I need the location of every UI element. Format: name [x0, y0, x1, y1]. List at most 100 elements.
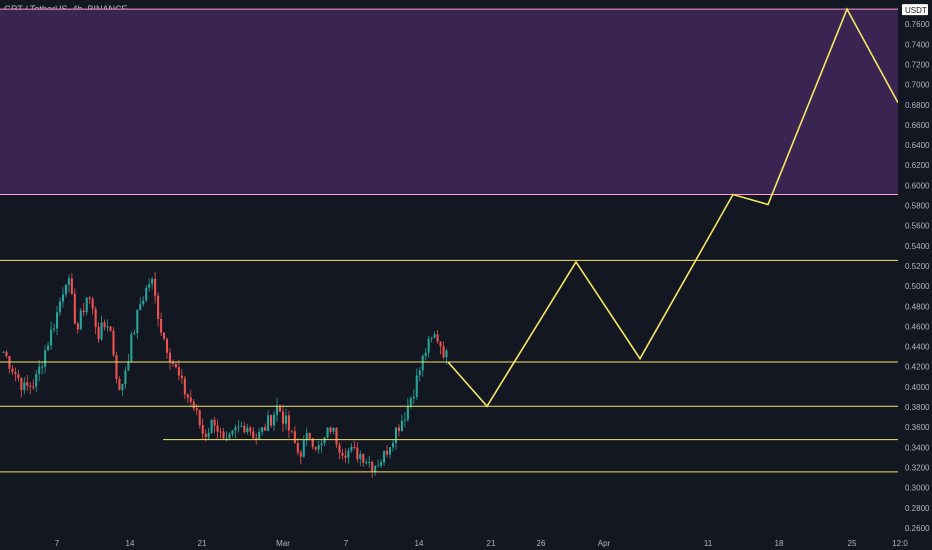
projection-path — [447, 7, 899, 408]
candle-down — [20, 378, 23, 391]
candle-down — [192, 401, 195, 409]
candle-up — [409, 398, 412, 406]
candle-down — [341, 452, 344, 456]
candle-up — [106, 326, 109, 328]
candle-down — [344, 455, 347, 458]
candle-up — [145, 287, 148, 301]
candle-down — [371, 462, 374, 472]
candle-up — [391, 443, 395, 448]
candle-down — [353, 446, 356, 448]
candle-down — [91, 298, 94, 309]
candle-up — [418, 370, 421, 376]
candle-up — [374, 465, 377, 472]
price-tick-label: 0.5600 — [905, 222, 930, 231]
candle-up — [246, 427, 249, 433]
candle-down — [338, 444, 341, 453]
candle-down — [308, 432, 311, 439]
price-tick-label: 0.2600 — [905, 524, 930, 533]
candle-up — [445, 350, 448, 358]
candle-down — [362, 454, 365, 463]
candle-down — [180, 375, 183, 379]
candle-up — [332, 427, 335, 432]
candle-up — [240, 425, 243, 427]
price-tick-label: 0.6000 — [905, 181, 930, 190]
candle-up — [430, 337, 433, 339]
candle-up — [377, 465, 380, 467]
candle-up — [394, 427, 398, 444]
candle-up — [380, 462, 383, 466]
candle-down — [287, 415, 290, 431]
candle-up — [400, 420, 403, 432]
candle-up — [234, 427, 237, 431]
price-tick-label: 0.4400 — [905, 343, 930, 352]
candle-down — [177, 367, 180, 376]
candle-down — [94, 308, 97, 327]
price-tick-label: 0.5000 — [905, 282, 930, 291]
price-tick-label: 0.2800 — [905, 504, 930, 513]
candle-down — [278, 405, 282, 412]
price-tick-label: 0.3200 — [905, 463, 930, 472]
candle-down — [222, 431, 225, 439]
candle-down — [329, 427, 332, 432]
time-tick-label: 14 — [415, 539, 424, 548]
candle-up — [85, 297, 88, 313]
candle-up — [317, 445, 320, 450]
candle-up — [326, 427, 329, 438]
time-tick-label: 26 — [537, 539, 546, 548]
candle-down — [290, 430, 293, 432]
candle-down — [204, 433, 207, 438]
candle-up — [58, 301, 62, 313]
candle-down — [109, 326, 112, 331]
candle-down — [118, 379, 121, 391]
candle-up — [67, 278, 70, 285]
candle-down — [157, 295, 160, 320]
candle-down — [115, 355, 118, 380]
candle-up — [61, 294, 64, 302]
candle-up — [275, 405, 279, 415]
candle-up — [347, 450, 350, 458]
candle-down — [201, 425, 204, 434]
price-tick-label: 0.6400 — [905, 141, 930, 150]
price-tick-label: 0.3000 — [905, 484, 930, 493]
candle-up — [365, 462, 368, 464]
candle-down — [171, 361, 175, 364]
candle-down — [296, 443, 299, 453]
candle-up — [35, 373, 38, 387]
candle-down — [270, 415, 273, 426]
candle-up — [415, 375, 418, 397]
candle-up — [225, 438, 228, 440]
candle-up — [136, 310, 139, 333]
candle-up — [23, 382, 26, 391]
candle-down — [314, 446, 317, 450]
candle-up — [50, 329, 53, 346]
candle-down — [293, 431, 296, 444]
time-tick-label: 18 — [775, 539, 784, 548]
candle-down — [76, 323, 79, 330]
candle-down — [255, 438, 258, 440]
candle-up — [368, 462, 371, 464]
candle-up — [139, 304, 142, 311]
candle-down — [198, 410, 201, 426]
time-tick-label: Mar — [276, 539, 290, 548]
time-tick-label: 12:0 — [892, 539, 908, 548]
candle-down — [442, 346, 445, 358]
candle-up — [424, 352, 427, 356]
candle-down — [82, 310, 85, 313]
candle-up — [359, 454, 362, 460]
price-tick-label: 0.5400 — [905, 242, 930, 251]
candle-down — [299, 452, 302, 457]
candle-up — [350, 446, 353, 451]
candle-down — [174, 363, 177, 368]
candle-up — [64, 284, 67, 295]
candle-down — [70, 278, 73, 294]
candle-up — [305, 432, 308, 441]
candle-down — [356, 447, 359, 460]
price-tick-label: 0.4800 — [905, 302, 930, 311]
candle-down — [29, 385, 32, 387]
price-tick-label: 0.3600 — [905, 423, 930, 432]
candle-down — [213, 419, 216, 426]
candle-up — [121, 384, 124, 391]
candle-up — [148, 284, 151, 288]
candle-up — [228, 434, 231, 439]
